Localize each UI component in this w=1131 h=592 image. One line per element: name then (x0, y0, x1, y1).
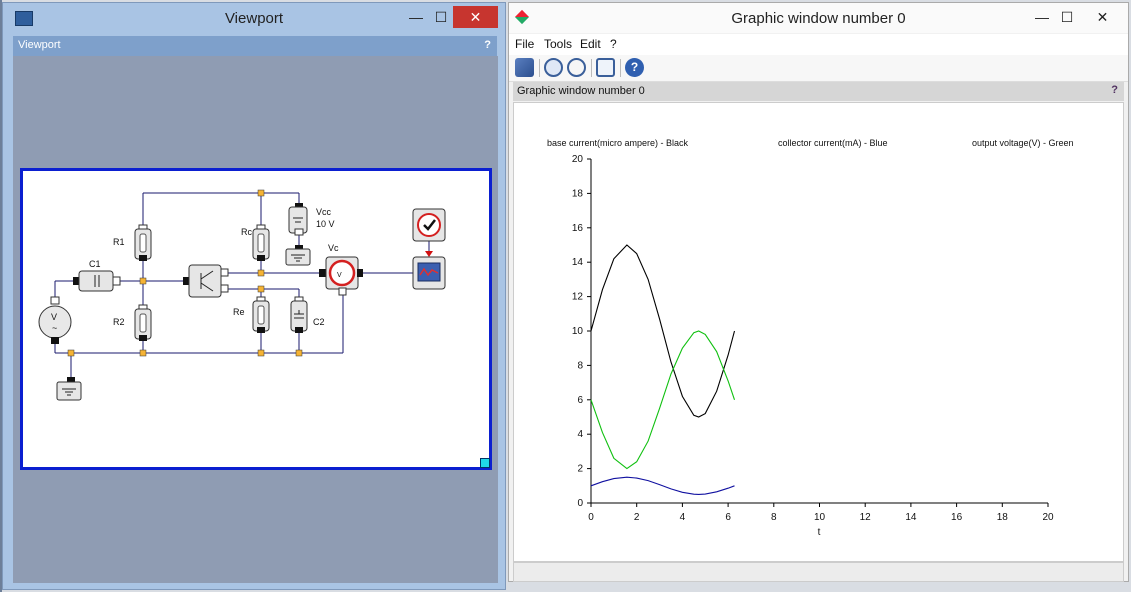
junction-points (67, 189, 303, 357)
resistor-rc[interactable] (252, 224, 270, 261)
status-bar (513, 562, 1124, 582)
y-tick-label: 8 (577, 360, 583, 371)
menu-bar: File Tools Edit ? (509, 34, 1128, 55)
diagram-view-frame[interactable]: C1 R1 R2 (20, 168, 492, 470)
label-rc: Rc (241, 227, 252, 237)
ground-vcc[interactable] (285, 245, 311, 266)
clock-block[interactable] (412, 208, 446, 242)
x-axis-label: t (818, 527, 821, 538)
transistor-block[interactable] (183, 264, 229, 298)
viewport-title: Viewport (224, 10, 284, 27)
x-tick-label: 8 (771, 512, 777, 523)
viewport-panel-header: Viewport ? (13, 36, 497, 56)
dc-source-vcc[interactable] (288, 203, 308, 236)
y-tick-label: 14 (572, 257, 584, 268)
toolbar-separator (539, 59, 540, 77)
ground-source[interactable] (56, 377, 82, 401)
ac-voltage-source[interactable] (38, 296, 72, 344)
graphic-panel-title: Graphic window number 0 (517, 85, 645, 97)
minimize-button[interactable]: — (1035, 9, 1049, 25)
event-arrow-icon (425, 251, 433, 257)
capacitor-c1[interactable] (73, 270, 121, 292)
label-re: Re (233, 307, 245, 317)
label-c1: C1 (89, 259, 101, 269)
viewport-titlebar[interactable]: Viewport — ☐ ✕ (3, 3, 505, 33)
menu-help[interactable]: ? (610, 37, 617, 51)
scope-block[interactable] (412, 256, 446, 290)
close-button[interactable]: ✕ (1096, 9, 1109, 25)
x-tick-label: 12 (860, 512, 872, 523)
graphic-help-button[interactable]: ? (1111, 84, 1118, 96)
x-tick-label: 6 (725, 512, 731, 523)
toolbar-separator (620, 59, 621, 77)
circuit-diagram: C1 R1 R2 (38, 189, 446, 401)
line-chart: base current(micro ampere) - Black colle… (547, 138, 1074, 538)
x-tick-label: 10 (814, 512, 826, 523)
zoom-in-icon[interactable] (544, 58, 563, 77)
desktop-edge (0, 0, 2, 592)
maximize-button[interactable]: ☐ (1060, 9, 1074, 25)
graphic-title: Graphic window number 0 (731, 10, 906, 27)
y-tick-label: 6 (577, 395, 583, 406)
resistor-re[interactable] (252, 296, 270, 333)
y-tick-label: 2 (577, 464, 583, 475)
toolbar: ? (509, 55, 1128, 82)
zoom-out-icon[interactable] (567, 58, 586, 77)
label-c2: C2 (313, 317, 325, 327)
rotate-icon[interactable] (515, 58, 534, 77)
minimize-button[interactable]: — (409, 9, 423, 25)
chart-axes: 0 2 4 6 8 10 12 14 16 18 20 0 2 4 6 8 10 12 14 16 18 20 (572, 154, 1054, 523)
y-tick-label: 20 (572, 154, 584, 165)
legend-text-green: output voltage(V) - Green (972, 138, 1074, 148)
probe-v-label: V (337, 272, 342, 279)
x-tick-label: 14 (905, 512, 917, 523)
viewport-panel-title: Viewport (18, 39, 61, 51)
x-tick-label: 2 (634, 512, 640, 523)
x-tick-label: 4 (680, 512, 686, 523)
y-tick-label: 16 (572, 223, 584, 234)
menu-tools[interactable]: Tools (544, 37, 573, 51)
menu-edit[interactable]: Edit (580, 37, 601, 51)
viewport-help-button[interactable]: ? (484, 39, 491, 51)
x-tick-label: 20 (1042, 512, 1054, 523)
x-tick-label: 16 (951, 512, 963, 523)
legend-text-blue: collector current(mA) - Blue (778, 138, 888, 148)
x-tick-label: 18 (997, 512, 1009, 523)
label-vc: Vc (328, 243, 339, 253)
series-line-2 (590, 330, 736, 470)
resize-handle[interactable] (480, 458, 490, 468)
y-tick-label: 4 (577, 429, 583, 440)
help-icon[interactable]: ? (625, 58, 644, 77)
close-button[interactable]: ✕ (453, 6, 498, 28)
y-tick-label: 10 (572, 326, 584, 337)
graphic-panel-header: Graphic window number 0 ? (513, 82, 1124, 101)
series-line-0 (590, 244, 736, 418)
window-icon[interactable] (596, 58, 615, 77)
resistor-r2[interactable] (134, 304, 152, 341)
y-tick-label: 0 (577, 498, 583, 509)
legend-text-black: base current(micro ampere) - Black (547, 138, 689, 148)
label-vcc: Vcc (316, 207, 332, 217)
resistor-r1[interactable] (134, 224, 152, 261)
toolbar-separator (591, 59, 592, 77)
source-v-label: V (51, 312, 57, 322)
y-tick-label: 18 (572, 188, 584, 199)
y-tick-label: 12 (572, 292, 584, 303)
capacitor-c2[interactable] (290, 296, 308, 333)
maximize-button[interactable]: ☐ (434, 9, 448, 25)
series-line-1 (590, 476, 735, 495)
graphic-window: Graphic window number 0 — ☐ ✕ File Tools… (508, 2, 1129, 582)
label-vcc-value: 10 V (316, 219, 335, 229)
menu-file[interactable]: File (515, 37, 535, 51)
chart-series (590, 244, 736, 495)
source-wave-label: ~ (52, 323, 57, 333)
voltage-probe-vc[interactable] (319, 256, 363, 296)
label-r1: R1 (113, 237, 125, 247)
app-icon (15, 11, 33, 26)
label-r2: R2 (113, 317, 125, 327)
graphic-titlebar[interactable]: Graphic window number 0 — ☐ ✕ (509, 3, 1128, 33)
x-tick-label: 0 (588, 512, 594, 523)
plot-area[interactable]: base current(micro ampere) - Black colle… (513, 102, 1124, 562)
